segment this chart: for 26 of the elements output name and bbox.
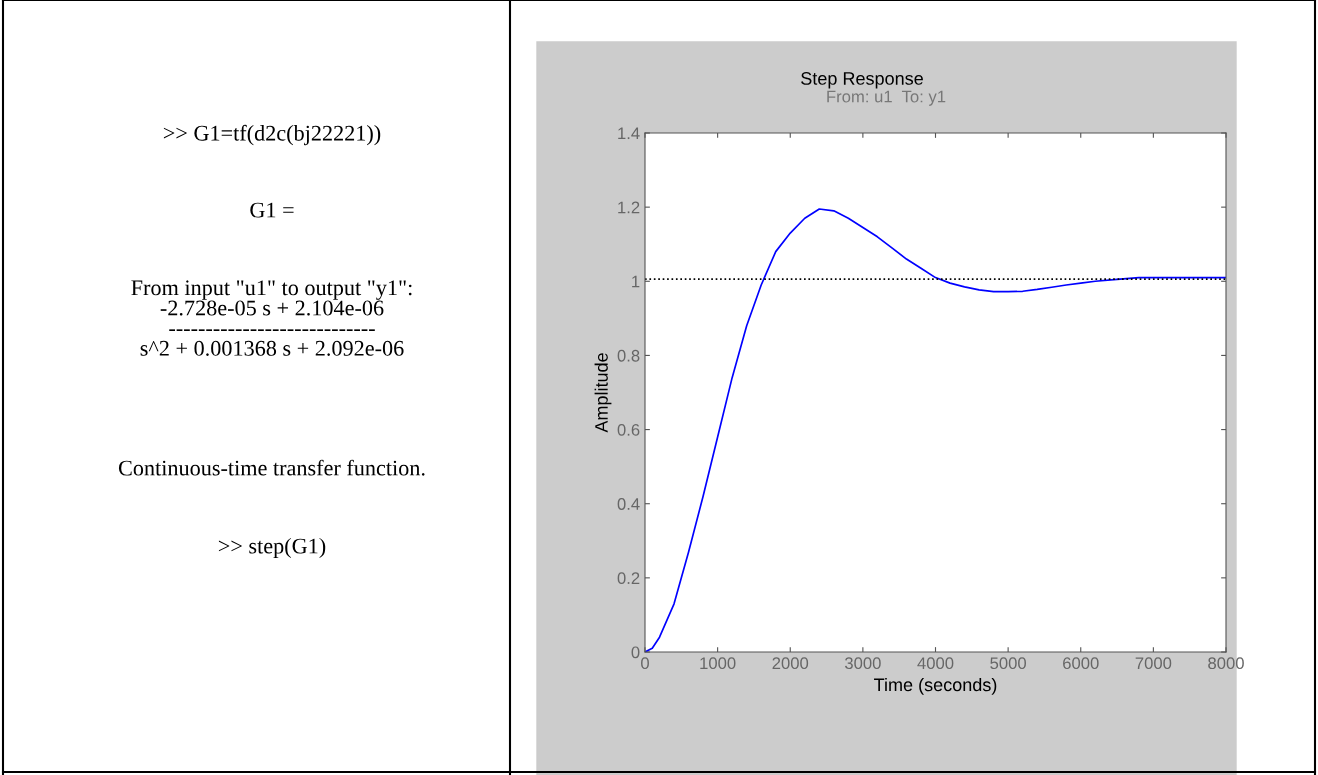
y-tick-label: 0.8: [617, 349, 640, 362]
text: >> step(G1): [218, 537, 326, 559]
chart-subtitle: From: u1 To: y1: [827, 90, 946, 106]
x-tick-label: 4000: [917, 657, 954, 670]
y-tick-label: 0.4: [617, 498, 640, 510]
x-tick-label: 2000: [772, 657, 809, 670]
text: From input "u1" to output "y1": -2.728e-05 s + 2.104e-06 ---------------------------- s^2 + 0.001368 s + 2.092e-06: [131, 280, 412, 356]
y-tick-label: 0.2: [617, 572, 640, 585]
y-tick-label: 0: [631, 646, 640, 659]
text: G1 =: [250, 202, 294, 218]
y-axis-title: Amplitude: [594, 353, 612, 433]
x-tick-label: 0: [641, 657, 649, 670]
x-tick-label: 1000: [700, 657, 736, 670]
y-tick-label: 1.4: [618, 127, 640, 140]
chart-title: Step Response: [801, 72, 923, 89]
x-tick-label: 7000: [1135, 657, 1172, 670]
y-tick-label: 1.2: [618, 201, 640, 214]
x-tick-label: 3000: [844, 657, 881, 670]
text: Continuous-time transfer function.: [118, 459, 425, 476]
x-tick-label: 6000: [1063, 657, 1099, 670]
y-tick-label: 0.6: [617, 423, 640, 436]
y-tick-label: 1: [632, 275, 640, 288]
x-tick-label: 5000: [990, 657, 1027, 670]
x-axis-title: Time (seconds): [874, 677, 997, 695]
x-tick-label: 8000: [1208, 657, 1244, 670]
text: >> G1=tf(d2c(bj22221)): [163, 124, 381, 146]
